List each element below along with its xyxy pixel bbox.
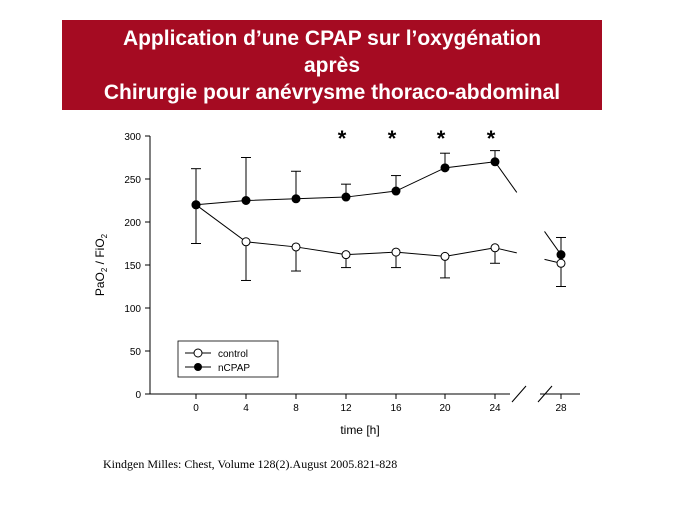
legend-label-ncpap: nCPAP [218,363,250,374]
data-point-control [341,250,351,260]
data-point-ncpap [490,157,500,167]
data-point-ncpap [556,250,566,260]
x-tick-label: 0 [193,403,199,414]
data-point-control [291,242,301,252]
chart-marks: * * * * [191,126,566,287]
legend-marker-control [193,348,203,358]
legend-marker-ncpap [194,363,202,371]
source-citation: Kindgen Milles: Chest, Volume 128(2).Aug… [103,457,398,471]
data-point-control [391,247,401,257]
chart-legend: control nCPAP [177,340,279,378]
data-point-control [490,243,500,253]
y-axis-label: PaO2 / FiO2 [93,233,109,296]
data-point-ncpap [191,200,201,210]
title-banner: Application d’une CPAP sur l’oxygénation… [62,20,602,110]
chart-axes: 0 50 100 150 200 250 300 0 4 8 12 16 20 24 28 [124,132,580,414]
y-tick-label: 100 [124,304,141,315]
data-point-ncpap [391,186,401,196]
legend-label-control: control [218,349,248,360]
data-point-control [556,258,566,268]
title-line-2: après [303,53,361,77]
y-axis-label-mid: / FiO [93,238,107,267]
series-line-head-ncpap [544,231,562,255]
y-axis-label-main: PaO [93,272,107,296]
x-tick-label: 4 [243,403,249,414]
x-tick-label: 12 [340,403,352,414]
data-point-ncpap [291,194,301,204]
x-axis-break-mark [511,385,527,403]
title-line-3: Chirurgie pour anévrysme thoraco-abdomin… [103,80,561,104]
data-point-control [440,251,450,261]
significance-marker: * [437,126,446,151]
data-point-control [241,237,251,247]
series-line-tail-ncpap [494,161,518,193]
series-line-control [195,204,496,257]
significance-marker: * [338,126,347,151]
x-tick-label: 20 [439,403,451,414]
data-point-ncpap [440,163,450,173]
y-tick-label: 0 [135,390,141,401]
data-point-ncpap [241,196,251,205]
x-tick-label: 28 [555,403,567,414]
x-tick-label: 16 [390,403,402,414]
title-line-1: Application d’une CPAP sur l’oxygénation [122,26,542,50]
y-tick-label: 150 [124,261,141,272]
legend-box [177,340,279,378]
y-tick-label: 50 [130,347,142,358]
data-point-ncpap [341,192,351,202]
y-tick-label: 200 [124,218,141,229]
x-tick-label: 8 [293,403,299,414]
x-axis-break-mark [537,385,553,403]
y-tick-label: 250 [124,175,141,186]
y-axis-label-sub2: 2 [100,233,109,238]
x-axis-label: time [h] [340,423,379,437]
y-tick-label: 300 [124,132,141,143]
y-axis-label-sub1: 2 [100,267,109,272]
x-tick-label: 24 [489,403,501,414]
significance-marker: * [487,126,496,151]
significance-marker: * [388,126,397,151]
